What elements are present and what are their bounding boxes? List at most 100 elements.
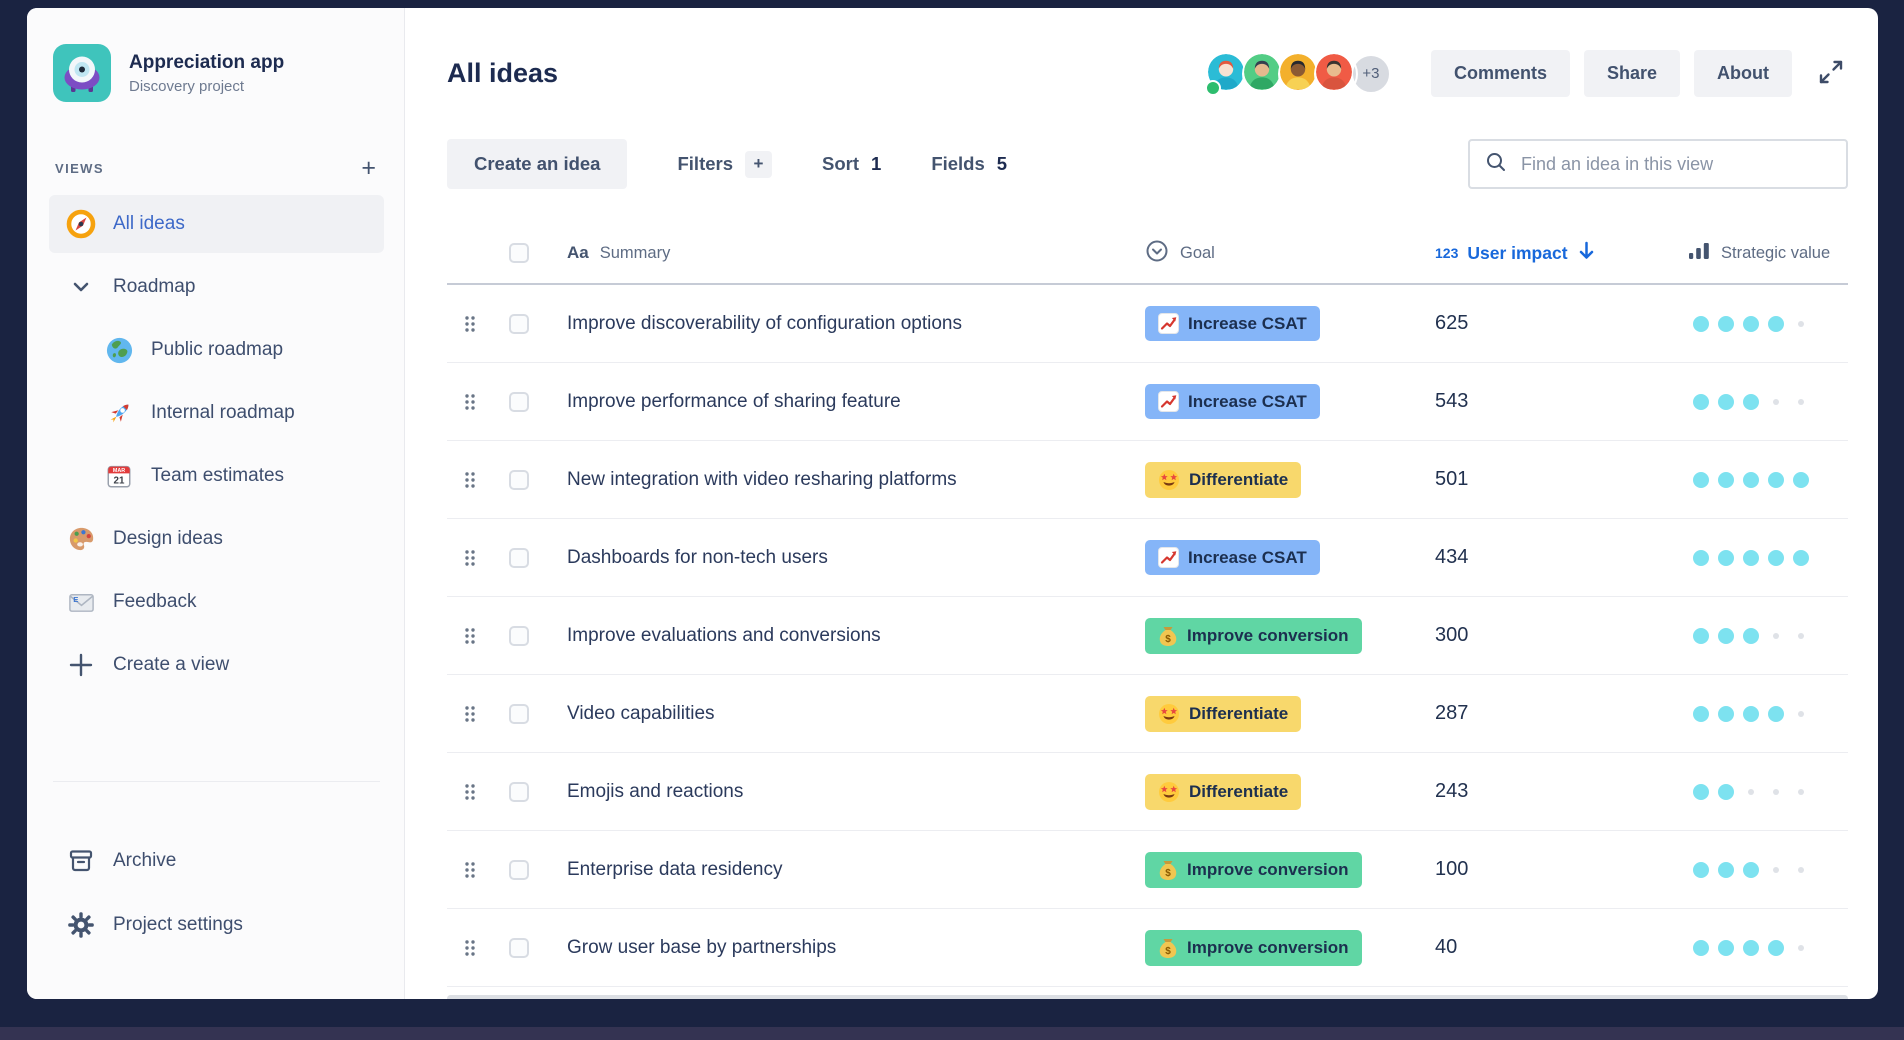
row-checkbox[interactable] — [509, 391, 529, 412]
row-checkbox[interactable] — [509, 313, 529, 334]
drag-handle[interactable] — [447, 938, 493, 958]
column-goal[interactable]: Goal — [1145, 239, 1435, 268]
row-checkbox[interactable] — [509, 859, 529, 880]
filters-control[interactable]: Filters + — [677, 150, 773, 178]
fields-control[interactable]: Fields 5 — [931, 153, 1007, 175]
sidebar-item-all-ideas[interactable]: All ideas — [49, 195, 384, 253]
search-input[interactable] — [1519, 152, 1831, 176]
share-button[interactable]: Share — [1583, 50, 1681, 97]
row-checkbox[interactable] — [509, 703, 529, 724]
sort-descending-arrow-icon[interactable] — [1577, 240, 1596, 266]
idea-summary[interactable]: Video capabilities — [567, 702, 715, 724]
goal-badge[interactable]: Differentiate — [1145, 695, 1302, 732]
table-row[interactable]: Dashboards for non-tech users Increase CS… — [447, 519, 1848, 597]
comments-button[interactable]: Comments — [1430, 50, 1570, 97]
idea-summary[interactable]: Improve discoverability of configuration… — [567, 312, 962, 334]
about-button[interactable]: About — [1694, 50, 1792, 97]
goal-badge[interactable]: Differentiate — [1145, 773, 1302, 810]
goal-label: Improve conversion — [1187, 625, 1349, 645]
horizontal-scrollbar[interactable] — [447, 995, 1848, 999]
sidebar-item-internal-roadmap[interactable]: Internal roadmap — [87, 384, 384, 442]
sidebar-item-create-a-view[interactable]: Create a view — [49, 636, 384, 694]
row-checkbox[interactable] — [509, 937, 529, 958]
drag-handle[interactable] — [447, 860, 493, 880]
user-impact-value: 100 — [1435, 858, 1469, 880]
strategic-value-column-label: Strategic value — [1721, 243, 1831, 262]
goal-badge[interactable]: Increase CSAT — [1145, 306, 1320, 341]
search-box[interactable] — [1468, 139, 1848, 189]
create-idea-button[interactable]: Create an idea — [447, 139, 628, 189]
strategic-value-dots — [1688, 470, 1848, 490]
sort-control[interactable]: Sort 1 — [822, 153, 881, 175]
palette-icon — [65, 523, 97, 555]
project-type: Discovery project — [129, 77, 245, 95]
strategic-dot — [1763, 860, 1788, 880]
avatar[interactable] — [1313, 51, 1358, 96]
table-row[interactable]: Video capabilities Differentiate 287 — [447, 675, 1848, 753]
row-checkbox[interactable] — [509, 469, 529, 490]
row-checkbox[interactable] — [509, 547, 529, 568]
project-header[interactable]: Appreciation app Discovery project — [49, 44, 384, 102]
table-body: Improve discoverability of configuration… — [447, 285, 1848, 987]
idea-summary[interactable]: Emojis and reactions — [567, 780, 744, 802]
strategic-dot — [1788, 548, 1813, 568]
table-row[interactable]: Enterprise data residency $ Improve conver… — [447, 831, 1848, 909]
idea-summary[interactable]: Improve performance of sharing feature — [567, 390, 901, 412]
column-summary[interactable]: Aa Summary — [545, 243, 1145, 263]
add-filter-button[interactable]: + — [745, 150, 773, 178]
sidebar-item-feedback[interactable]: E Feedback — [49, 573, 384, 631]
drag-handle[interactable] — [447, 548, 493, 568]
goal-badge[interactable]: $ Improve conversion — [1145, 617, 1362, 654]
goal-badge[interactable]: Differentiate — [1145, 461, 1302, 498]
strategic-dot — [1738, 860, 1763, 880]
sidebar-item-label: Roadmap — [113, 276, 196, 297]
row-checkbox[interactable] — [509, 625, 529, 646]
add-view-button[interactable]: + — [361, 154, 376, 182]
strategic-value-dots — [1688, 392, 1848, 412]
fullscreen-expand-button[interactable] — [1814, 55, 1848, 92]
sidebar-item-public-roadmap[interactable]: Public roadmap — [87, 321, 384, 379]
goal-badge[interactable]: Increase CSAT — [1145, 540, 1320, 575]
column-strategic-value[interactable]: Strategic value — [1688, 241, 1848, 266]
strategic-dot — [1738, 470, 1763, 490]
table-row[interactable]: New integration with video resharing pla… — [447, 441, 1848, 519]
table-row[interactable]: Improve performance of sharing feature In… — [447, 363, 1848, 441]
column-user-impact[interactable]: 123 User impact — [1435, 240, 1688, 266]
sidebar-item-roadmap[interactable]: Roadmap — [49, 258, 384, 316]
drag-handle[interactable] — [447, 626, 493, 646]
goal-badge[interactable]: Increase CSAT — [1145, 384, 1320, 419]
idea-summary[interactable]: Dashboards for non-tech users — [567, 546, 828, 568]
plus-icon — [65, 649, 97, 681]
idea-summary[interactable]: New integration with video resharing pla… — [567, 468, 957, 490]
star-struck-icon — [1158, 781, 1180, 803]
sidebar-item-design-ideas[interactable]: Design ideas — [49, 510, 384, 568]
goal-badge[interactable]: $ Improve conversion — [1145, 929, 1362, 966]
table-row[interactable]: Emojis and reactions Differentiate 243 — [447, 753, 1848, 831]
drag-handle[interactable] — [447, 392, 493, 412]
drag-handle[interactable] — [447, 782, 493, 802]
idea-summary[interactable]: Enterprise data residency — [567, 858, 783, 880]
strategic-value-dots — [1688, 704, 1848, 724]
views-header: VIEWS + — [49, 156, 384, 181]
table-row[interactable]: Improve evaluations and conversions $ Impr… — [447, 597, 1848, 675]
goal-badge[interactable]: $ Improve conversion — [1145, 851, 1362, 888]
table-row[interactable]: Improve discoverability of configuration… — [447, 285, 1848, 363]
sidebar-item-team-estimates[interactable]: MAR 21 Team estimates — [87, 447, 384, 505]
online-status-dot — [1204, 79, 1221, 96]
drag-handle[interactable] — [447, 470, 493, 490]
star-struck-icon — [1158, 703, 1180, 725]
fields-label: Fields — [931, 153, 985, 174]
idea-summary[interactable]: Improve evaluations and conversions — [567, 624, 881, 646]
row-checkbox[interactable] — [509, 781, 529, 802]
sidebar-footer-items: Archive Project settings — [49, 832, 384, 954]
drag-handle[interactable] — [447, 314, 493, 334]
table-row[interactable]: Grow user base by partnerships $ Improve c… — [447, 909, 1848, 987]
sidebar-item-project-settings[interactable]: Project settings — [49, 896, 384, 954]
user-impact-value: 40 — [1435, 936, 1458, 958]
strategic-dot — [1788, 938, 1813, 958]
drag-handle[interactable] — [447, 704, 493, 724]
select-all-checkbox[interactable] — [509, 243, 529, 263]
sidebar-item-archive[interactable]: Archive — [49, 832, 384, 890]
idea-summary[interactable]: Grow user base by partnerships — [567, 936, 837, 958]
